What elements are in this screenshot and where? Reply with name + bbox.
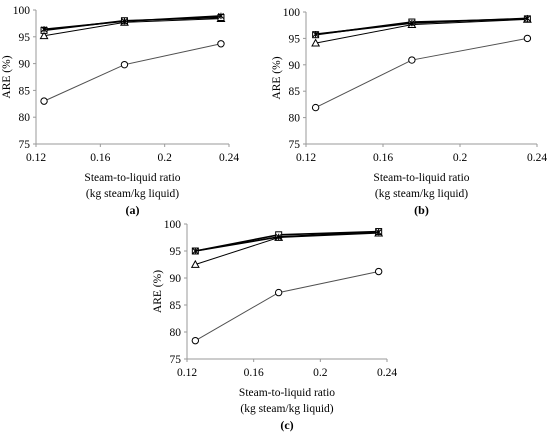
data-point-star xyxy=(192,247,199,255)
x-tick-label: 0.24 xyxy=(219,152,239,164)
x-axis-label-line2: (kg steam/kg liquid) xyxy=(86,188,179,200)
y-tick-label: 90 xyxy=(170,273,182,285)
y-tick-label: 90 xyxy=(289,60,301,72)
data-point-circle xyxy=(191,336,200,345)
y-tick-label: 95 xyxy=(289,33,301,45)
x-axis-label-line2: (kg steam/kg liquid) xyxy=(240,403,333,415)
x-tick-label: 0.2 xyxy=(313,367,328,379)
y-tick-label: 100 xyxy=(283,7,301,19)
data-point-circle xyxy=(523,34,532,43)
y-axis-label: ARE (%) xyxy=(1,55,13,98)
data-point-star xyxy=(217,12,224,20)
x-tick-label: 0.2 xyxy=(453,152,468,164)
y-tick-label: 75 xyxy=(289,139,301,151)
x-tick-label: 0.24 xyxy=(377,367,397,379)
data-point-circle xyxy=(311,103,320,112)
data-point-circle xyxy=(374,267,383,276)
x-tick-label: 0.16 xyxy=(373,152,393,164)
data-point-circle xyxy=(120,60,129,69)
x-tick-label: 0.12 xyxy=(177,367,197,379)
x-tick-label: 0.24 xyxy=(527,152,547,164)
data-point-triangle xyxy=(311,38,321,47)
y-tick-label: 80 xyxy=(170,327,182,339)
y-tick-label: 85 xyxy=(289,86,301,98)
chart-panel-1: 75 80 85 90 95 100 0.12 0.16 0.2 0.24 ARE (%) Steam… xyxy=(1,5,239,217)
y-tick-label: 95 xyxy=(19,32,31,44)
y-tick-label: 95 xyxy=(170,246,182,258)
y-tick-label: 75 xyxy=(19,139,31,151)
series-line-star xyxy=(43,15,222,31)
x-axis-label-line1: Steam-to-liquid ratio xyxy=(84,172,180,184)
data-point-star xyxy=(375,228,382,236)
data-point-star xyxy=(121,18,128,25)
x-axis-label-line1: Steam-to-liquid ratio xyxy=(373,172,469,184)
y-axis-label: ARE (%) xyxy=(271,56,283,99)
y-tick-label: 90 xyxy=(19,59,31,71)
x-axis-label-line1: Steam-to-liquid ratio xyxy=(239,387,335,399)
data-point-star xyxy=(41,26,48,33)
y-tick-label: 100 xyxy=(13,5,31,17)
panel-caption: (b) xyxy=(414,203,429,217)
data-point-circle xyxy=(274,288,283,297)
y-tick-label: 85 xyxy=(19,85,31,97)
panel-caption: (c) xyxy=(280,418,293,432)
chart-panel-3: 75 80 85 90 95 100 0.12 0.16 0.2 0.24 ARE (%) Steam… xyxy=(152,219,397,432)
data-point-star xyxy=(275,233,282,241)
y-tick-label: 85 xyxy=(170,300,182,312)
y-tick-label: 80 xyxy=(19,112,31,124)
data-point-star xyxy=(312,30,319,38)
x-tick-label: 0.16 xyxy=(90,152,110,164)
series-line-triangle xyxy=(195,232,379,265)
panel-caption: (a) xyxy=(126,203,140,217)
x-axis-label-line2: (kg steam/kg liquid) xyxy=(375,188,468,200)
series-line-circle xyxy=(43,43,222,102)
data-point-triangle xyxy=(39,31,49,40)
data-point-circle xyxy=(408,56,416,64)
data-point-triangle xyxy=(190,259,200,268)
data-point-star xyxy=(408,19,415,27)
data-point-circle xyxy=(40,97,48,105)
y-axis-label: ARE (%) xyxy=(152,270,164,313)
y-tick-label: 75 xyxy=(170,354,182,366)
chart-panel-2: 75 80 85 90 95 100 0.12 0.16 0.2 0.24 ARE (%) Steam… xyxy=(271,7,547,217)
series-line-circle xyxy=(315,37,528,109)
data-point-circle xyxy=(217,40,225,48)
x-tick-label: 0.12 xyxy=(26,152,46,164)
x-tick-label: 0.12 xyxy=(296,152,316,164)
x-tick-label: 0.16 xyxy=(244,367,264,379)
data-point-star xyxy=(524,15,531,22)
y-tick-label: 100 xyxy=(164,219,182,231)
y-tick-label: 80 xyxy=(289,113,301,125)
series-line-circle xyxy=(195,271,379,342)
x-tick-label: 0.2 xyxy=(157,152,172,164)
